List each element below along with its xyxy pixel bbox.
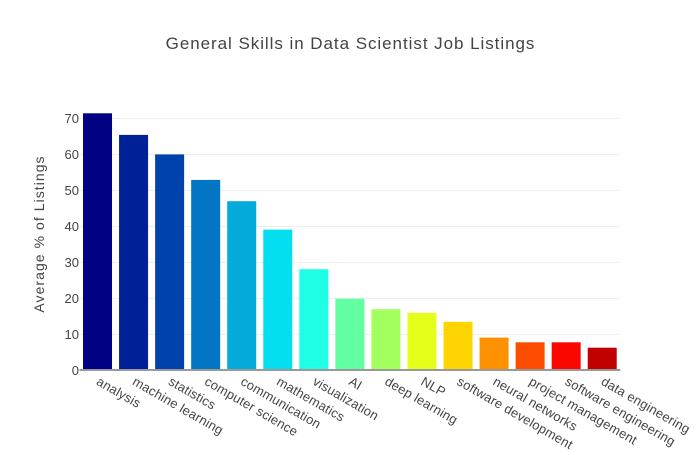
svg-text:Average % of Listings: Average % of Listings <box>31 155 47 312</box>
svg-text:40: 40 <box>65 219 79 234</box>
svg-text:30: 30 <box>65 255 79 270</box>
svg-text:General Skills in Data Scienti: General Skills in Data Scientist Job Lis… <box>166 34 536 53</box>
svg-text:70: 70 <box>65 111 79 126</box>
svg-text:50: 50 <box>65 183 79 198</box>
svg-text:0: 0 <box>72 363 79 378</box>
svg-text:10: 10 <box>65 327 79 342</box>
svg-text:60: 60 <box>65 147 79 162</box>
svg-text:20: 20 <box>65 291 79 306</box>
